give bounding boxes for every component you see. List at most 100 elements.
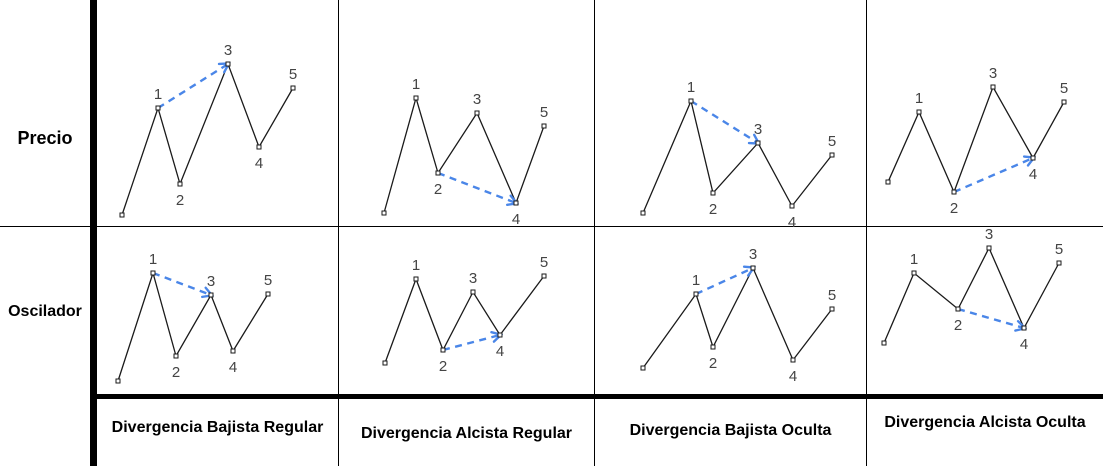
table-left-thick-border	[90, 0, 97, 466]
divergence-arrow	[953, 158, 1033, 194]
swing-point	[990, 84, 996, 90]
swing-point	[256, 144, 262, 150]
swing-point	[750, 265, 756, 271]
swing-point	[710, 344, 716, 350]
swing-point	[955, 306, 961, 312]
swing-point	[1061, 99, 1067, 105]
point-label: 2	[439, 358, 447, 375]
swing-point	[885, 179, 891, 185]
swing-point	[290, 85, 296, 91]
point-label: 2	[709, 355, 717, 372]
point-label: 5	[828, 133, 836, 150]
swing-point	[911, 270, 917, 276]
point-label: 4	[255, 155, 263, 172]
point-label: 5	[1055, 241, 1063, 258]
point-label: 1	[412, 76, 420, 93]
swing-point	[497, 332, 503, 338]
swing-point	[789, 203, 795, 209]
column-divider-3	[866, 0, 867, 466]
point-label: 3	[469, 270, 477, 287]
point-label: 5	[540, 104, 548, 121]
swing-point	[115, 378, 121, 384]
wave-line	[883, 246, 1060, 344]
swing-point	[541, 123, 547, 129]
column-label-divergencia-bajista-regular: Divergencia Bajista Regular	[111, 419, 324, 436]
wave-line	[117, 270, 269, 382]
chart-oscilador-divergencia-bajista-oculta: 1 2 3 4 5	[640, 246, 836, 385]
point-label: 1	[149, 251, 157, 268]
divergence-arrow	[152, 271, 211, 295]
wave-line	[642, 266, 833, 369]
column-label-divergencia-alcista-regular: Divergencia Alcista Regular	[360, 425, 573, 442]
chart-precio-divergencia-alcista-regular: 1 2 3 4 5	[381, 76, 548, 228]
divergence-arrow	[442, 335, 500, 352]
swing-point	[440, 347, 446, 353]
swing-point	[513, 200, 519, 206]
divergence-arrow	[690, 99, 758, 143]
wave-line	[887, 85, 1065, 194]
swing-point	[119, 212, 125, 218]
swing-point	[155, 105, 161, 111]
swing-point	[916, 109, 922, 115]
swing-point	[1056, 260, 1062, 266]
point-label: 4	[789, 368, 797, 385]
column-divider-2	[594, 0, 595, 466]
swing-point	[413, 95, 419, 101]
swing-point	[1030, 155, 1036, 161]
point-label: 5	[289, 66, 297, 83]
point-label: 4	[496, 343, 504, 360]
swing-point	[829, 306, 835, 312]
point-label: 4	[229, 359, 237, 376]
swing-point	[693, 291, 699, 297]
swing-point	[541, 273, 547, 279]
point-label: 4	[788, 214, 796, 231]
wave-line	[384, 275, 545, 364]
swing-point	[470, 289, 476, 295]
point-label: 2	[434, 181, 442, 198]
wave-line	[642, 98, 833, 214]
swing-point	[829, 152, 835, 158]
point-label: 2	[950, 200, 958, 217]
point-label: 1	[687, 79, 695, 96]
swing-point	[177, 181, 183, 187]
point-label: 1	[154, 86, 162, 103]
point-label: 4	[1029, 166, 1037, 183]
swing-point	[1021, 325, 1027, 331]
divergence-arrow	[437, 171, 516, 203]
swing-point	[382, 360, 388, 366]
point-label: 1	[915, 90, 923, 107]
wave-line	[121, 62, 294, 216]
point-label: 3	[989, 65, 997, 82]
swing-point	[710, 190, 716, 196]
point-label: 1	[910, 251, 918, 268]
label-row-thick-border	[90, 394, 1103, 399]
swing-point	[208, 292, 214, 298]
swing-point	[790, 357, 796, 363]
row-header-oscilador: Oscilador	[8, 303, 82, 320]
point-label: 5	[264, 272, 272, 289]
point-label: 5	[1060, 80, 1068, 97]
swing-point	[381, 210, 387, 216]
chart-oscilador-divergencia-alcista-oculta: 1 2 3 4 5	[881, 226, 1063, 353]
chart-precio-divergencia-bajista-regular: 1 2 3 4 5	[119, 42, 297, 218]
chart-precio-divergencia-bajista-oculta: 1 2 3 4 5	[640, 79, 836, 231]
swing-point	[230, 348, 236, 354]
point-label: 2	[172, 364, 180, 381]
row-divider	[0, 226, 1103, 227]
point-label: 3	[985, 226, 993, 243]
point-label: 2	[709, 201, 717, 218]
column-label-divergencia-bajista-oculta: Divergencia Bajista Oculta	[629, 422, 832, 439]
swing-point	[688, 98, 694, 104]
point-label: 3	[749, 246, 757, 263]
swing-point	[173, 353, 179, 359]
point-label: 2	[954, 317, 962, 334]
swing-point	[225, 61, 231, 67]
swing-point	[755, 140, 761, 146]
swing-point	[951, 189, 957, 195]
swing-point	[640, 210, 646, 216]
divergence-arrow	[157, 64, 228, 110]
column-label-divergencia-alcista-oculta: Divergencia Alcista Oculta	[884, 414, 1086, 431]
column-divider-1	[338, 0, 339, 466]
